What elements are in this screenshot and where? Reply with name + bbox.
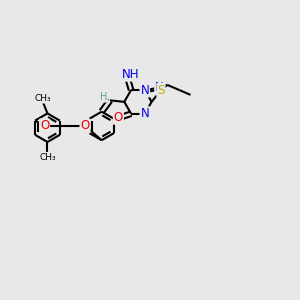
Text: O: O — [40, 119, 49, 132]
Text: O: O — [114, 111, 123, 124]
Text: N: N — [140, 107, 149, 120]
Text: S: S — [157, 84, 165, 97]
Text: N: N — [155, 81, 164, 94]
Text: H: H — [100, 92, 107, 102]
Text: CH₃: CH₃ — [39, 153, 56, 162]
Text: CH₃: CH₃ — [35, 94, 51, 103]
Text: O: O — [80, 119, 90, 132]
Text: NH: NH — [122, 68, 139, 81]
Text: N: N — [140, 83, 149, 97]
